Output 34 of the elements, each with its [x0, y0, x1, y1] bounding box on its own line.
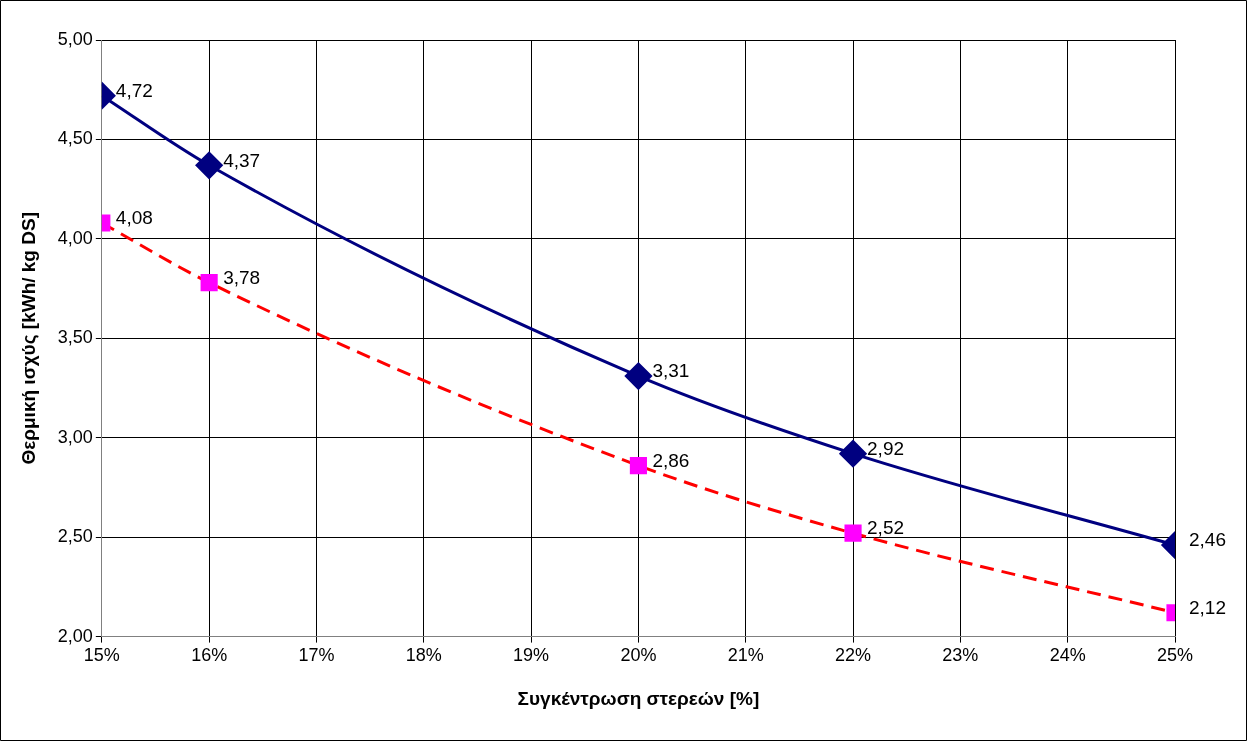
point — [624, 362, 652, 390]
data-label: 4,37 — [223, 149, 261, 171]
data-label: 2,92 — [867, 437, 905, 459]
data-label: 2,46 — [1189, 529, 1226, 551]
x-tick-label: 18% — [405, 645, 442, 666]
y-tick-label: 4,00 — [57, 227, 93, 248]
x-tick-label: 19% — [513, 645, 550, 666]
x-tick-label: 20% — [620, 645, 657, 666]
y-tick-label: 2,00 — [57, 625, 93, 646]
y-tick-label: 2,50 — [57, 526, 93, 547]
x-tick-label: 16% — [191, 645, 228, 666]
point — [629, 457, 647, 475]
y-tick-label: 4,50 — [57, 128, 93, 149]
y-tick-label: 3,50 — [57, 327, 93, 348]
x-tick-label: 21% — [727, 645, 764, 666]
point — [839, 440, 867, 468]
data-label: 2,52 — [867, 517, 905, 539]
x-tick-label: 23% — [942, 645, 979, 666]
x-tick-label: 25% — [1156, 645, 1194, 666]
data-label: 2,12 — [1189, 596, 1226, 618]
data-label: 4,08 — [115, 207, 153, 229]
x-tick-label: 22% — [835, 645, 872, 666]
data-label: 3,31 — [652, 360, 690, 382]
y-tick-label: 5,00 — [57, 28, 93, 49]
data-label: 4,72 — [115, 79, 153, 101]
x-axis-title: Συγκέντρωση στερεών [%] — [517, 687, 760, 709]
y-tick-label: 3,00 — [57, 426, 93, 447]
data-label: 3,78 — [223, 266, 261, 288]
x-tick-label: 17% — [298, 645, 335, 666]
point — [844, 524, 862, 542]
data-label: 2,86 — [652, 449, 690, 471]
x-tick-label: 24% — [1049, 645, 1086, 666]
y-axis-title: Θερμική ισχύς [kWh/ kg DS] — [17, 212, 39, 465]
x-tick-label: 15% — [83, 645, 120, 666]
